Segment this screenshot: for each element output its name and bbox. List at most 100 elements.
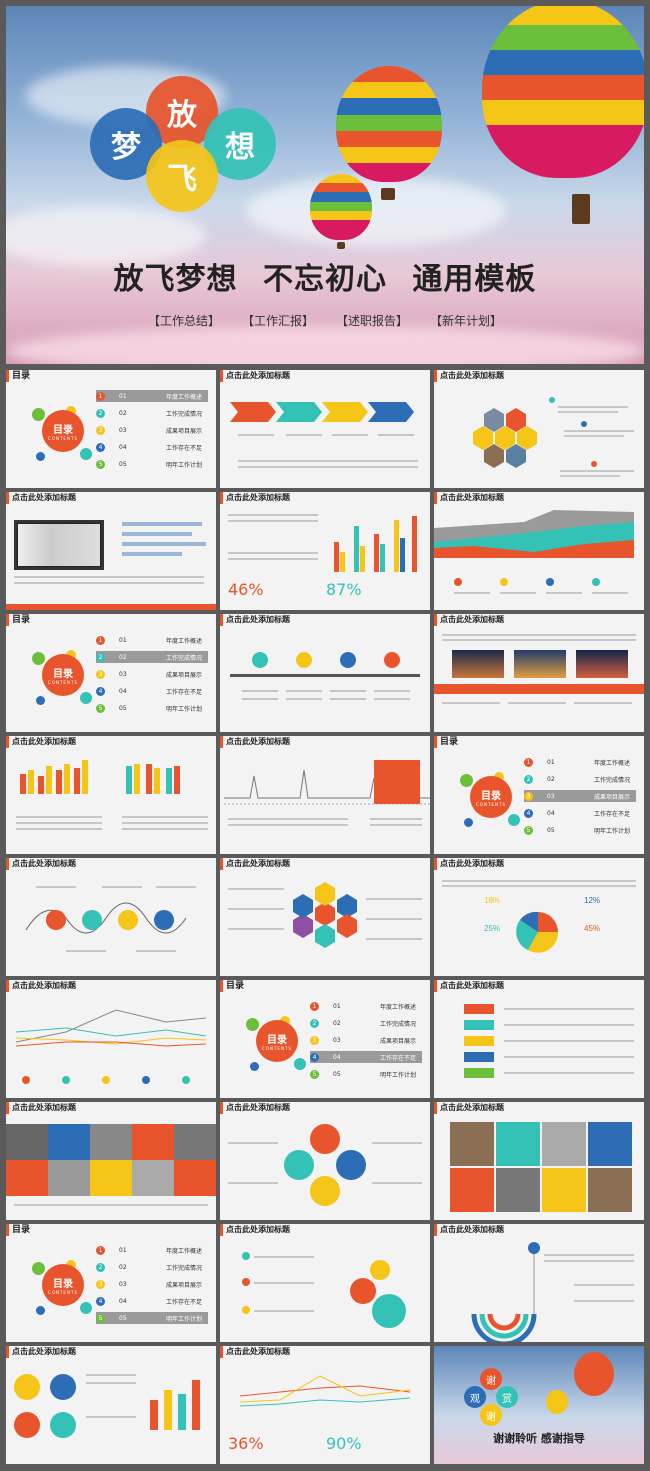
arrow-process	[230, 402, 414, 422]
slide-toc[interactable]: 目录 目录 CONTENTS 1 01 年度工作概述 2 02 工作完成情况 3 03 成果项…	[6, 614, 216, 732]
toc-item[interactable]: 4 04 工作存在不足	[96, 685, 208, 697]
pct-label: 45%	[584, 924, 601, 933]
slide-laptops[interactable]: 点击此处添加标题	[434, 614, 644, 732]
slide-toc[interactable]: 目录 目录 CONTENTS 1 01 年度工作概述 2 02 工作完成情况 3 03 成果项…	[220, 980, 430, 1098]
slide-line-chart[interactable]: 点击此处添加标题	[6, 980, 216, 1098]
slide-toc[interactable]: 目录 目录 CONTENTS 1 01 年度工作概述 2 02 工作完成情况 3 03 成果项…	[434, 736, 644, 854]
end-bubble: 谢	[480, 1404, 502, 1426]
toc-item[interactable]: 1 01 年度工作概述	[96, 390, 208, 402]
gear-icon	[370, 1260, 390, 1280]
toc-item[interactable]: 1 01 年度工作概述	[96, 1244, 208, 1256]
toc-item[interactable]: 4 04 工作存在不足	[310, 1051, 422, 1063]
slide-title: 点击此处添加标题	[220, 1224, 430, 1236]
slide-pie[interactable]: 点击此处添加标题 18% 12% 25% 45%	[434, 858, 644, 976]
toc-item[interactable]: 4 04 工作存在不足	[524, 807, 636, 819]
toc-item[interactable]: 4 04 工作存在不足	[96, 1295, 208, 1307]
toc-item[interactable]: 5 05 明年工作计划	[96, 702, 208, 714]
toc-item[interactable]: 4 04 工作存在不足	[96, 441, 208, 453]
slide-portraits[interactable]: 点击此处添加标题	[6, 1102, 216, 1220]
slide-arrows[interactable]: 点击此处添加标题	[220, 370, 430, 488]
slide-title: 点击此处添加标题	[6, 980, 216, 992]
toc-item[interactable]: 3 03 成果项目展示	[96, 668, 208, 680]
arc-rings	[471, 1242, 540, 1342]
slide-title: 点击此处添加标题	[220, 1346, 430, 1358]
slide-3d-bars[interactable]: 点击此处添加标题	[6, 736, 216, 854]
toc-item[interactable]: 2 02 工作完成情况	[310, 1017, 422, 1029]
slide-toc[interactable]: 目录 目录 CONTENTS 1 01 年度工作概述 2 02 工作完成情况 3 03 成果项…	[6, 1224, 216, 1342]
end-bubble: 观	[464, 1386, 486, 1408]
slide-title: 点击此处添加标题	[6, 1102, 216, 1114]
end-bubble: 赏	[496, 1386, 518, 1408]
bar-chart	[16, 758, 96, 794]
toc-item[interactable]: 3 03 成果项目展示	[310, 1034, 422, 1046]
cloud-sea	[6, 326, 644, 364]
slide-title: 点击此处添加标题	[6, 492, 216, 504]
slide-area-chart[interactable]: 点击此处添加标题	[434, 492, 644, 610]
toc-circle: 目录 CONTENTS	[42, 1264, 84, 1306]
slide-title: 点击此处添加标题	[434, 980, 644, 992]
toc-item[interactable]: 3 03 成果项目展示	[96, 1278, 208, 1290]
slide-title: 点击此处添加标题	[220, 1102, 430, 1114]
balloon-large	[336, 66, 442, 182]
toc-item[interactable]: 2 02 工作完成情况	[96, 651, 208, 663]
tag: 【述职报告】	[336, 314, 409, 328]
slide-title: 目录	[6, 370, 216, 382]
hero-title: 放飞梦想 不忘初心 通用模板	[113, 262, 537, 297]
pct-label: 18%	[484, 896, 501, 905]
toc-item[interactable]: 2 02 工作完成情况	[524, 773, 636, 785]
toc-item[interactable]: 5 05 明年工作计划	[96, 1312, 208, 1324]
slide-title: 点击此处添加标题	[434, 370, 644, 382]
slide-hexagons[interactable]: 点击此处添加标题	[434, 370, 644, 488]
cover-slide: 放 梦 想 飞 放飞梦想 不忘初心 通用模板 【工作总结】 【工作汇报】 【述职…	[6, 6, 644, 364]
slide-circle-bars[interactable]: 点击此处添加标题	[6, 1346, 216, 1464]
toc-item[interactable]: 2 02 工作完成情况	[96, 407, 208, 419]
line-chart	[239, 1375, 411, 1407]
slide-title: 点击此处添加标题	[434, 858, 644, 870]
slide-hex-flower[interactable]: 点击此处添加标题	[220, 858, 430, 976]
slide-line-chart-2[interactable]: 点击此处添加标题 36% 90%	[220, 1346, 430, 1464]
cloud	[246, 176, 506, 246]
toc-item[interactable]: 1 01 年度工作概述	[310, 1000, 422, 1012]
slide-photo-bars[interactable]: 点击此处添加标题	[6, 492, 216, 610]
slide-wave-circles[interactable]: 点击此处添加标题	[6, 858, 216, 976]
slide-end[interactable]: 谢 观 赏 谢 谢谢聆听 感谢指导	[434, 1346, 644, 1464]
toc-item[interactable]: 5 05 明年工作计划	[96, 458, 208, 470]
slide-title: 点击此处添加标题	[220, 736, 430, 748]
end-title: 谢谢聆听 感谢指导	[493, 1432, 585, 1445]
slide-title: 点击此处添加标题	[220, 614, 430, 626]
slide-title: 点击此处添加标题	[220, 858, 430, 870]
balloon	[546, 1390, 568, 1414]
slide-photo-grid[interactable]: 点击此处添加标题	[434, 1102, 644, 1220]
toc-item[interactable]: 3 03 成果项目展示	[524, 790, 636, 802]
balloon	[574, 1352, 614, 1396]
slide-bar-chart[interactable]: 点击此处添加标题 46% 87%	[220, 492, 430, 610]
slide-petals[interactable]: 点击此处添加标题	[220, 1102, 430, 1220]
line-chart	[15, 1009, 207, 1047]
cloud	[6, 206, 206, 266]
slide-gears[interactable]: 点击此处添加标题	[220, 1224, 430, 1342]
pie-chart	[516, 911, 559, 953]
toc-circle: 目录 CONTENTS	[256, 1020, 298, 1062]
toc-item[interactable]: 2 02 工作完成情况	[96, 1261, 208, 1273]
slide-toc[interactable]: 目录 目录 CONTENTS 1 01 年度工作概述 2 02 工作完成情况 3 03 成果项…	[6, 370, 216, 488]
pct-label: 12%	[584, 896, 601, 905]
toc-item[interactable]: 5 05 明年工作计划	[310, 1068, 422, 1080]
city-photo	[576, 650, 628, 678]
slide-title: 点击此处添加标题	[434, 1102, 644, 1114]
toc-item[interactable]: 1 01 年度工作概述	[96, 634, 208, 646]
tag: 【工作总结】	[147, 314, 220, 328]
slide-title: 目录	[6, 1224, 216, 1236]
toc-circle: 目录 CONTENTS	[42, 654, 84, 696]
slide-ribbons[interactable]: 点击此处添加标题	[434, 980, 644, 1098]
slide-title: 点击此处添加标题	[434, 1224, 644, 1236]
bubble-fei: 飞	[146, 140, 218, 212]
balloon-right	[482, 6, 644, 178]
slide-pins[interactable]: 点击此处添加标题	[220, 614, 430, 732]
slide-line-spikes[interactable]: 点击此处添加标题	[220, 736, 430, 854]
toc-item[interactable]: 1 01 年度工作概述	[524, 756, 636, 768]
toc-item[interactable]: 5 05 明年工作计划	[524, 824, 636, 836]
toc-item[interactable]: 3 03 成果项目展示	[96, 424, 208, 436]
slide-grid: 目录 目录 CONTENTS 1 01 年度工作概述 2 02 工作完成情况 3 03 成果项…	[6, 370, 644, 1464]
hexagon-cluster	[473, 397, 597, 468]
slide-rings[interactable]: 点击此处添加标题	[434, 1224, 644, 1342]
